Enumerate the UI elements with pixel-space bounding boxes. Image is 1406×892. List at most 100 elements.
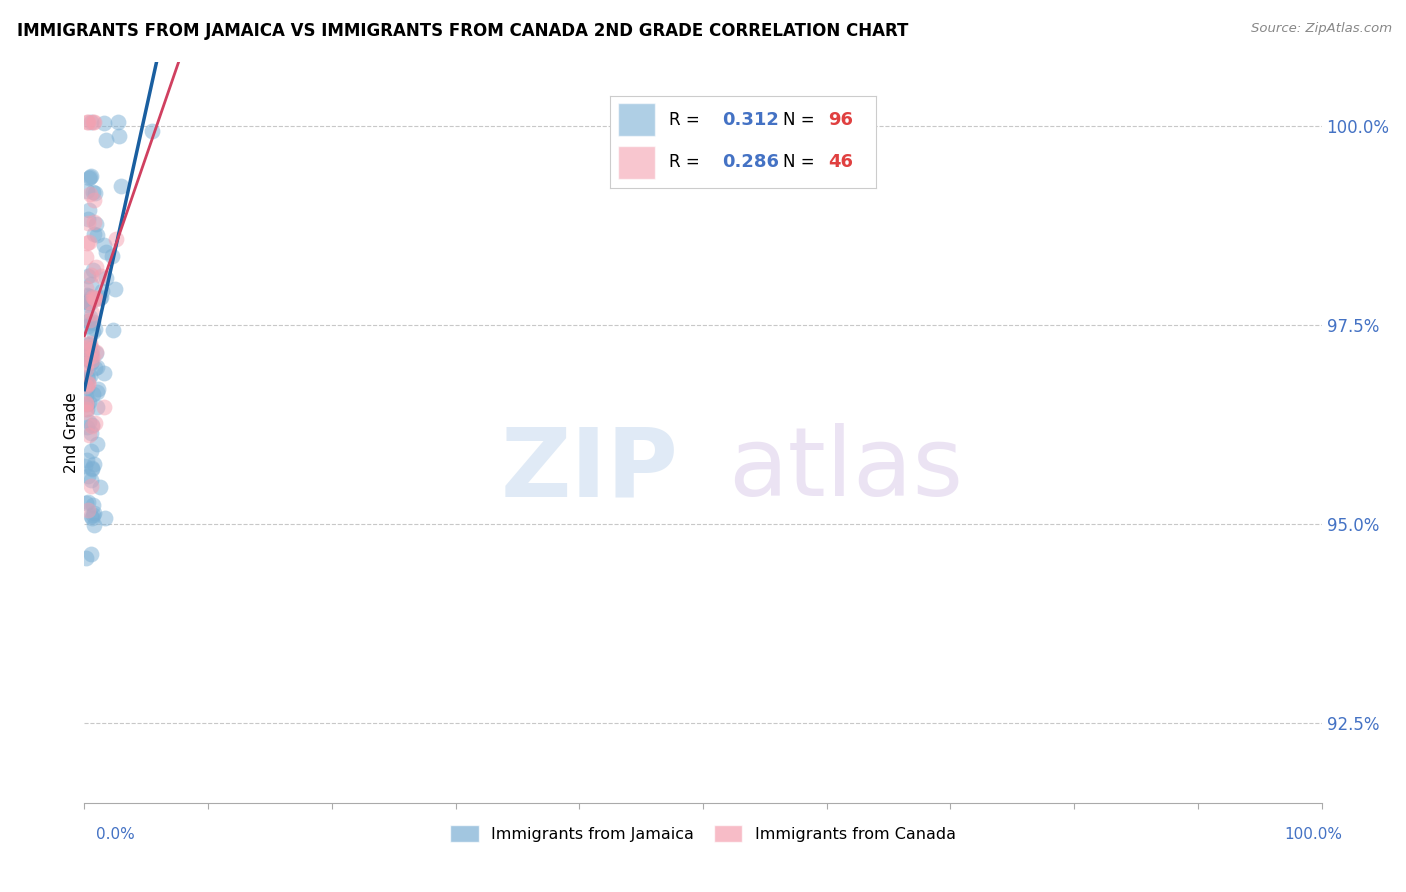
Point bbox=[94, 511, 117, 525]
Point bbox=[80, 348, 103, 362]
Point bbox=[104, 282, 127, 296]
Point bbox=[80, 346, 103, 360]
Point bbox=[76, 495, 98, 509]
Point bbox=[86, 385, 108, 400]
Point bbox=[77, 295, 100, 310]
Point bbox=[101, 249, 124, 263]
Point bbox=[82, 290, 104, 304]
Point bbox=[77, 351, 100, 365]
Point bbox=[80, 277, 103, 291]
Point bbox=[79, 310, 101, 324]
Point bbox=[79, 169, 101, 184]
Point bbox=[93, 400, 115, 414]
Point bbox=[96, 133, 118, 147]
Point bbox=[79, 313, 101, 327]
Text: 0.0%: 0.0% bbox=[96, 827, 135, 841]
Point bbox=[83, 518, 105, 533]
Point bbox=[107, 115, 129, 129]
Point bbox=[79, 335, 101, 350]
Point bbox=[77, 336, 100, 351]
Point bbox=[93, 238, 115, 252]
Point bbox=[76, 337, 98, 351]
Point bbox=[77, 235, 100, 250]
Point bbox=[76, 402, 98, 417]
Point bbox=[75, 375, 97, 389]
Point bbox=[75, 357, 97, 371]
Point bbox=[82, 326, 104, 340]
Point bbox=[86, 401, 108, 415]
Point bbox=[75, 361, 97, 376]
Point bbox=[82, 387, 104, 401]
Point bbox=[101, 323, 124, 337]
Point bbox=[77, 372, 100, 386]
Point bbox=[77, 293, 100, 308]
Point bbox=[80, 461, 103, 475]
Point bbox=[82, 508, 104, 522]
Point bbox=[107, 129, 129, 144]
Point bbox=[86, 360, 108, 375]
Point bbox=[82, 498, 104, 512]
Point bbox=[82, 262, 104, 277]
Point bbox=[79, 296, 101, 310]
Point bbox=[84, 293, 107, 307]
Point bbox=[80, 115, 103, 129]
Point bbox=[75, 496, 97, 510]
Point bbox=[77, 428, 100, 442]
Point bbox=[83, 292, 105, 306]
Text: 100.0%: 100.0% bbox=[1285, 827, 1343, 841]
Point bbox=[77, 376, 100, 391]
Point bbox=[110, 179, 132, 194]
Point bbox=[82, 115, 104, 129]
Point bbox=[77, 348, 100, 362]
Point bbox=[77, 171, 100, 186]
Point bbox=[91, 284, 114, 298]
Point bbox=[77, 415, 100, 429]
Point bbox=[79, 187, 101, 202]
Point bbox=[76, 378, 98, 392]
Point bbox=[83, 215, 105, 229]
Point bbox=[77, 298, 100, 312]
Point bbox=[86, 227, 108, 242]
Point bbox=[79, 394, 101, 409]
Point bbox=[76, 236, 98, 251]
Point bbox=[80, 473, 103, 487]
Point bbox=[75, 281, 97, 295]
Point bbox=[89, 292, 111, 306]
Point bbox=[76, 115, 98, 129]
Point bbox=[76, 295, 98, 310]
Point bbox=[75, 395, 97, 409]
Point bbox=[80, 169, 103, 183]
Point bbox=[75, 405, 97, 419]
Point bbox=[80, 353, 103, 368]
Point bbox=[84, 186, 107, 201]
Point bbox=[80, 316, 103, 330]
Point bbox=[87, 382, 110, 396]
Point bbox=[83, 227, 105, 241]
Point bbox=[80, 508, 103, 523]
Point bbox=[76, 381, 98, 395]
Point bbox=[76, 369, 98, 384]
Point bbox=[105, 232, 128, 246]
Point bbox=[77, 503, 100, 517]
Point bbox=[77, 289, 100, 303]
Point bbox=[83, 506, 105, 520]
Text: ZIP: ZIP bbox=[501, 423, 678, 516]
Point bbox=[83, 194, 105, 208]
Point bbox=[79, 425, 101, 440]
Text: IMMIGRANTS FROM JAMAICA VS IMMIGRANTS FROM CANADA 2ND GRADE CORRELATION CHART: IMMIGRANTS FROM JAMAICA VS IMMIGRANTS FR… bbox=[17, 22, 908, 40]
Point bbox=[80, 510, 103, 524]
Point bbox=[86, 436, 108, 450]
Point bbox=[76, 314, 98, 328]
Point bbox=[75, 401, 97, 416]
Point bbox=[84, 322, 107, 336]
Point bbox=[80, 306, 103, 320]
Point bbox=[80, 479, 103, 493]
Point bbox=[82, 419, 104, 434]
Point bbox=[76, 420, 98, 434]
Point bbox=[76, 288, 98, 302]
Point bbox=[83, 457, 105, 471]
Point bbox=[76, 115, 98, 129]
Point bbox=[80, 268, 103, 282]
Point bbox=[82, 342, 104, 356]
Point bbox=[79, 368, 101, 383]
